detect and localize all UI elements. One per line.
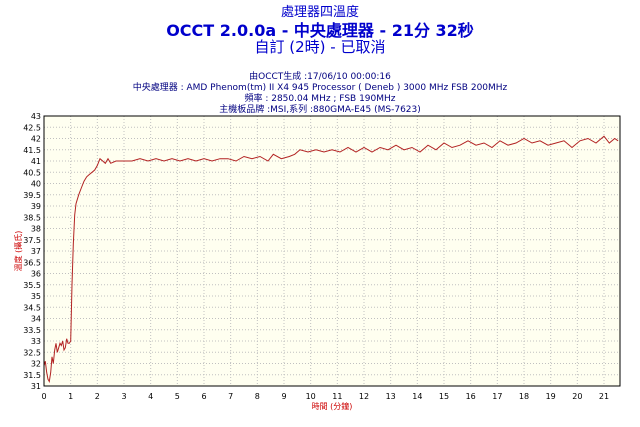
plot-frame [43, 115, 621, 387]
x-tick-label: 19 [546, 392, 556, 401]
y-tick-label: 41.5 [23, 146, 41, 155]
x-tick-label: 18 [519, 392, 529, 401]
info-generated-by: 由OCCT生成 :17/06/10 00:00:16 [249, 72, 391, 82]
y-tick-label: 37.5 [23, 236, 41, 245]
chart-title-main: OCCT 2.0.0a - 中央處理器 - 21分 32秒 [166, 21, 474, 40]
x-tick-label: 12 [359, 392, 369, 401]
y-tick-label: 38.5 [23, 213, 41, 222]
series-line [43, 135, 619, 383]
x-tick-label: 1 [68, 392, 73, 401]
y-tick-label: 41 [31, 157, 41, 166]
y-tick-label: 32.5 [23, 348, 41, 357]
axis-ticks: 3131.53232.53333.53434.53535.53636.53737… [23, 112, 609, 401]
y-tick-label: 33 [31, 337, 41, 346]
y-tick-label: 39.5 [23, 191, 41, 200]
y-tick-label: 34 [31, 315, 41, 324]
x-tick-label: 16 [466, 392, 476, 401]
y-tick-label: 39 [31, 202, 41, 211]
x-tick-label: 0 [41, 392, 46, 401]
x-tick-label: 8 [255, 392, 260, 401]
info-cpu: 中央處理器 : AMD Phenom(tm) II X4 945 Process… [132, 83, 508, 93]
x-tick-label: 21 [599, 392, 609, 401]
info-motherboard: 主機板品牌 :MSI,系列 :880GMA-E45 (MS-7623) [219, 105, 421, 115]
y-tick-label: 32 [31, 360, 41, 369]
y-tick-label: 35.5 [23, 281, 41, 290]
x-tick-label: 4 [148, 392, 153, 401]
y-tick-label: 43 [31, 112, 41, 121]
x-tick-label: 20 [572, 392, 582, 401]
x-tick-label: 9 [281, 392, 286, 401]
x-tick-label: 2 [95, 392, 100, 401]
grid-lines [43, 115, 620, 387]
x-tick-label: 11 [332, 392, 342, 401]
y-axis-label: 溫度 (攝氏) [13, 231, 23, 272]
x-tick-label: 7 [228, 392, 233, 401]
x-tick-label: 3 [121, 392, 126, 401]
y-tick-label: 40 [31, 180, 41, 189]
y-tick-label: 34.5 [23, 303, 41, 312]
y-tick-label: 33.5 [23, 326, 41, 335]
y-tick-label: 31 [31, 382, 41, 391]
chart-title-small: 處理器四溫度 [280, 5, 359, 20]
x-tick-label: 14 [412, 392, 422, 401]
y-tick-label: 42.5 [23, 123, 41, 132]
y-tick-label: 37 [31, 247, 41, 256]
y-tick-label: 42 [31, 135, 41, 144]
chart-title-sub: 自訂 (2時) - 已取消 [254, 38, 386, 56]
x-tick-label: 6 [201, 392, 206, 401]
info-frequency: 頻率 : 2850.04 MHz ; FSB 190MHz [244, 94, 396, 104]
y-tick-label: 31.5 [23, 371, 41, 380]
x-tick-label: 13 [386, 392, 396, 401]
y-tick-label: 40.5 [23, 168, 41, 177]
y-tick-label: 36 [31, 270, 41, 279]
x-tick-label: 10 [306, 392, 316, 401]
x-tick-label: 5 [175, 392, 180, 401]
y-tick-label: 35 [31, 292, 41, 301]
y-tick-label: 38 [31, 225, 41, 234]
x-tick-label: 15 [439, 392, 449, 401]
y-tick-label: 36.5 [23, 258, 41, 267]
x-axis-label: 時間 (分鐘) [312, 401, 353, 411]
x-tick-label: 17 [492, 392, 502, 401]
